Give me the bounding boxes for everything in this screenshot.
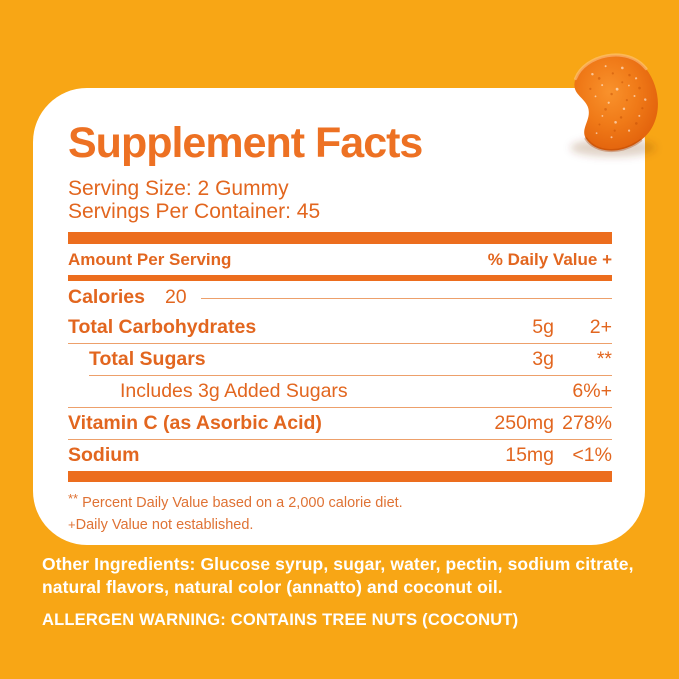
- bottom-info: Other Ingredients: Glucose syrup, sugar,…: [42, 553, 642, 630]
- servings-per-container: Servings Per Container: 45: [68, 200, 321, 224]
- table-row-sodium: Sodium 15mg <1%: [68, 440, 612, 471]
- other-ingredients-text: Glucose syrup, sugar, water, pectin, sod…: [42, 554, 634, 597]
- nutrient-amount: 15mg: [505, 444, 554, 467]
- table-row-total-sugars: Total Sugars 3g **: [89, 344, 612, 377]
- table-row-vitamin-c: Vitamin C (as Asorbic Acid) 250mg 278%: [68, 408, 612, 441]
- serving-size: Serving Size: 2 Gummy: [68, 177, 289, 201]
- allergen-warning: ALLERGEN WARNING: CONTAINS TREE NUTS (CO…: [42, 611, 519, 629]
- divider-bar-header: [68, 275, 612, 282]
- footnote-text: Percent Daily Value based on a 2,000 cal…: [78, 495, 403, 512]
- daily-value-header: % Daily Value +: [487, 250, 612, 270]
- other-ingredients-label: Other Ingredients:: [42, 554, 196, 574]
- nutrient-amount: 3g: [532, 348, 554, 371]
- nutrient-daily-value: <1%: [572, 444, 612, 467]
- nutrient-name: Vitamin C (as Asorbic Acid): [68, 412, 322, 435]
- nutrient-name: Sodium: [68, 444, 140, 467]
- table-row-total-carbohydrates: Total Carbohydrates 5g 2+: [68, 312, 612, 345]
- footnotes: ** Percent Daily Value based on a 2,000 …: [68, 489, 612, 535]
- nutrient-name: Calories: [68, 286, 145, 309]
- serving-info: Serving Size: 2 Gummy Servings Per Conta…: [68, 177, 612, 223]
- nutrient-daily-value: 2+: [589, 316, 612, 339]
- footnote-marker: **: [68, 491, 79, 507]
- table-row-calories: Calories 20: [68, 281, 612, 312]
- other-ingredients: Other Ingredients: Glucose syrup, sugar,…: [42, 553, 642, 599]
- nutrient-daily-value: 278%: [562, 412, 612, 435]
- footnote-marker: +: [68, 517, 76, 533]
- nutrient-amount: 250mg: [494, 412, 554, 435]
- amount-per-serving-header: Amount Per Serving: [68, 250, 232, 270]
- divider-bar-bottom: [68, 471, 612, 483]
- nutrient-daily-value: 6%+: [572, 380, 612, 403]
- nutrient-name: Total Carbohydrates: [68, 316, 257, 339]
- divider-bar-top: [68, 232, 612, 245]
- panel-title: Supplement Facts: [68, 119, 423, 167]
- gummy-image: [570, 53, 658, 157]
- nutrient-amount: 20: [164, 286, 187, 309]
- row-leader-line: [200, 298, 612, 300]
- table-header-row: Amount Per Serving % Daily Value +: [68, 244, 612, 275]
- footnote-daily-value: ** Percent Daily Value based on a 2,000 …: [68, 489, 612, 513]
- footnote-not-established: +Daily Value not established.: [68, 515, 612, 535]
- nutrient-name: Total Sugars: [89, 348, 206, 371]
- footnote-text: Daily Value not established.: [75, 517, 254, 534]
- nutrient-name: Includes 3g Added Sugars: [120, 380, 348, 403]
- nutrient-daily-value: **: [596, 348, 612, 371]
- supplement-facts-card: Supplement Facts Serving Size: 2 Gummy S…: [33, 88, 645, 545]
- nutrient-amount: 5g: [532, 316, 554, 339]
- table-row-added-sugars: Includes 3g Added Sugars 6%+: [68, 376, 612, 409]
